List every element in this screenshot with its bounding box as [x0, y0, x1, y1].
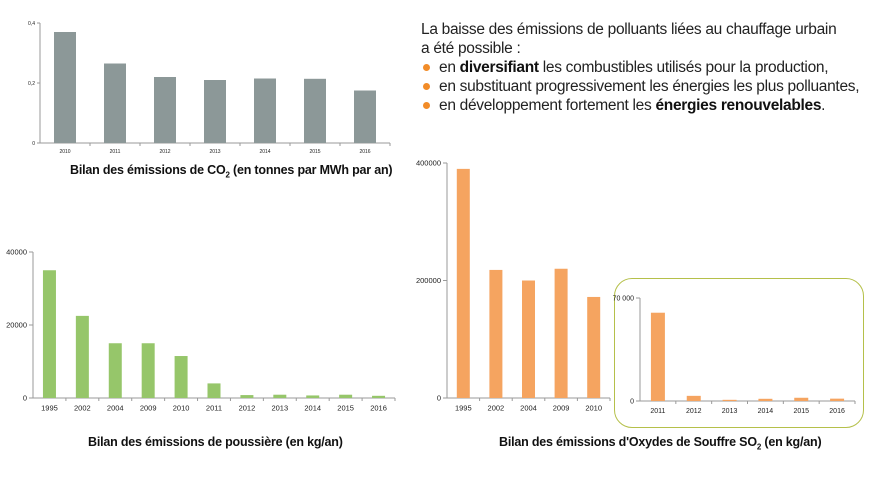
dust-bar: [108, 343, 122, 398]
co2-bar: [154, 77, 176, 143]
dust-x-tick-label: 2015: [337, 404, 354, 413]
co2-bar: [104, 63, 126, 143]
co2-x-tick-label: 2014: [259, 149, 270, 155]
co2-bar: [304, 78, 326, 143]
so2-bar: [456, 168, 470, 398]
so2_inset-x-tick-label: 2011: [650, 408, 665, 415]
dust-y-tick-label: 20000: [6, 321, 27, 330]
so2_inset-x-tick-label: 2014: [758, 408, 774, 415]
dust-x-tick-label: 2010: [173, 404, 190, 413]
so2-bar: [587, 296, 601, 398]
dust-bar: [75, 315, 89, 398]
so2-chart-caption: Bilan des émissions d'Oxydes de Souffre …: [499, 435, 822, 452]
so2-x-tick-label: 2010: [585, 404, 602, 413]
so2_inset-x-tick-label: 2012: [686, 408, 702, 415]
intro-bullet: en développement fortement les énergies …: [421, 96, 871, 115]
so2_inset-y-tick-label: 70 000: [613, 295, 635, 302]
dust-bar: [306, 395, 320, 398]
dust-y-tick-label: 0: [23, 394, 27, 403]
so2-x-tick-label: 2004: [520, 404, 537, 413]
intro-line-2: a été possible :: [421, 40, 521, 57]
so2-x-tick-label: 2002: [488, 404, 505, 413]
co2-x-tick-label: 2012: [159, 149, 170, 155]
intro-line-1: La baisse des émissions de polluants lié…: [421, 21, 837, 38]
dust-bar: [240, 395, 254, 398]
dust-x-tick-label: 2002: [74, 404, 91, 413]
so2-x-tick-label: 2009: [553, 404, 570, 413]
so2-bar: [554, 268, 568, 398]
dust-x-tick-label: 2016: [370, 404, 387, 413]
so2_inset-bar: [722, 399, 737, 401]
so2-y-tick-label: 0: [437, 394, 441, 403]
co2-x-tick-label: 2015: [309, 149, 320, 155]
so2-y-tick-label: 200000: [416, 276, 441, 285]
so2_inset-bar: [650, 312, 665, 401]
dust-x-tick-label: 2009: [140, 404, 157, 413]
co2-x-tick-label: 2013: [209, 149, 220, 155]
dust-y-tick-label: 40000: [6, 248, 27, 257]
dust-bar: [42, 270, 56, 398]
co2-x-tick-label: 2010: [59, 149, 70, 155]
dust-chart-caption: Bilan des émissions de poussière (en kg/…: [88, 435, 343, 449]
so2-bar: [522, 280, 535, 398]
so2_inset-bar: [830, 398, 845, 401]
so2_inset-y-tick-label: 0: [630, 398, 634, 405]
dust-x-tick-label: 2013: [271, 404, 288, 413]
so2_inset-x-tick-label: 2013: [722, 408, 738, 415]
dust-bar: [174, 356, 188, 398]
so2-bar: [489, 269, 503, 398]
dust-x-tick-label: 1995: [41, 404, 58, 413]
co2-y-tick-label: 0: [32, 141, 35, 147]
co2-y-tick-label: 0,2: [28, 81, 35, 87]
co2-x-tick-label: 2011: [110, 149, 121, 155]
co2-chart-caption: Bilan des émissions de CO2 (en tonnes pa…: [70, 163, 393, 180]
intro-bullet-list: en diversifiant les combustibles utilisé…: [421, 58, 871, 115]
co2-bar: [254, 78, 276, 143]
co2-x-tick-label: 2016: [359, 149, 370, 155]
dust-x-tick-label: 2014: [304, 404, 321, 413]
dust-bar: [372, 395, 386, 398]
dust-x-tick-label: 2011: [206, 404, 222, 413]
so2_inset-bar: [794, 397, 809, 401]
co2-bar: [204, 80, 226, 143]
dust-bar: [273, 394, 287, 398]
so2_inset-x-tick-label: 2016: [829, 408, 845, 415]
so2_inset-bar: [758, 398, 773, 401]
co2-y-tick-label: 0,4: [28, 21, 35, 27]
dust-x-tick-label: 2012: [239, 404, 256, 413]
so2_inset-x-tick-label: 2015: [793, 408, 809, 415]
co2-bar: [54, 32, 76, 143]
so2_inset-bar: [686, 395, 701, 401]
dust-bar: [207, 383, 221, 398]
co2-bar: [354, 90, 376, 143]
intro-bullet: en substituant progressivement les énerg…: [421, 77, 871, 96]
so2-x-tick-label: 1995: [455, 404, 472, 413]
intro-text: La baisse des émissions de polluants lié…: [421, 20, 871, 115]
dust-x-tick-label: 2004: [107, 404, 124, 413]
dust-bar: [141, 343, 155, 398]
so2-y-tick-label: 400000: [416, 159, 441, 168]
intro-bullet: en diversifiant les combustibles utilisé…: [421, 58, 871, 77]
dust-bar: [339, 394, 353, 398]
